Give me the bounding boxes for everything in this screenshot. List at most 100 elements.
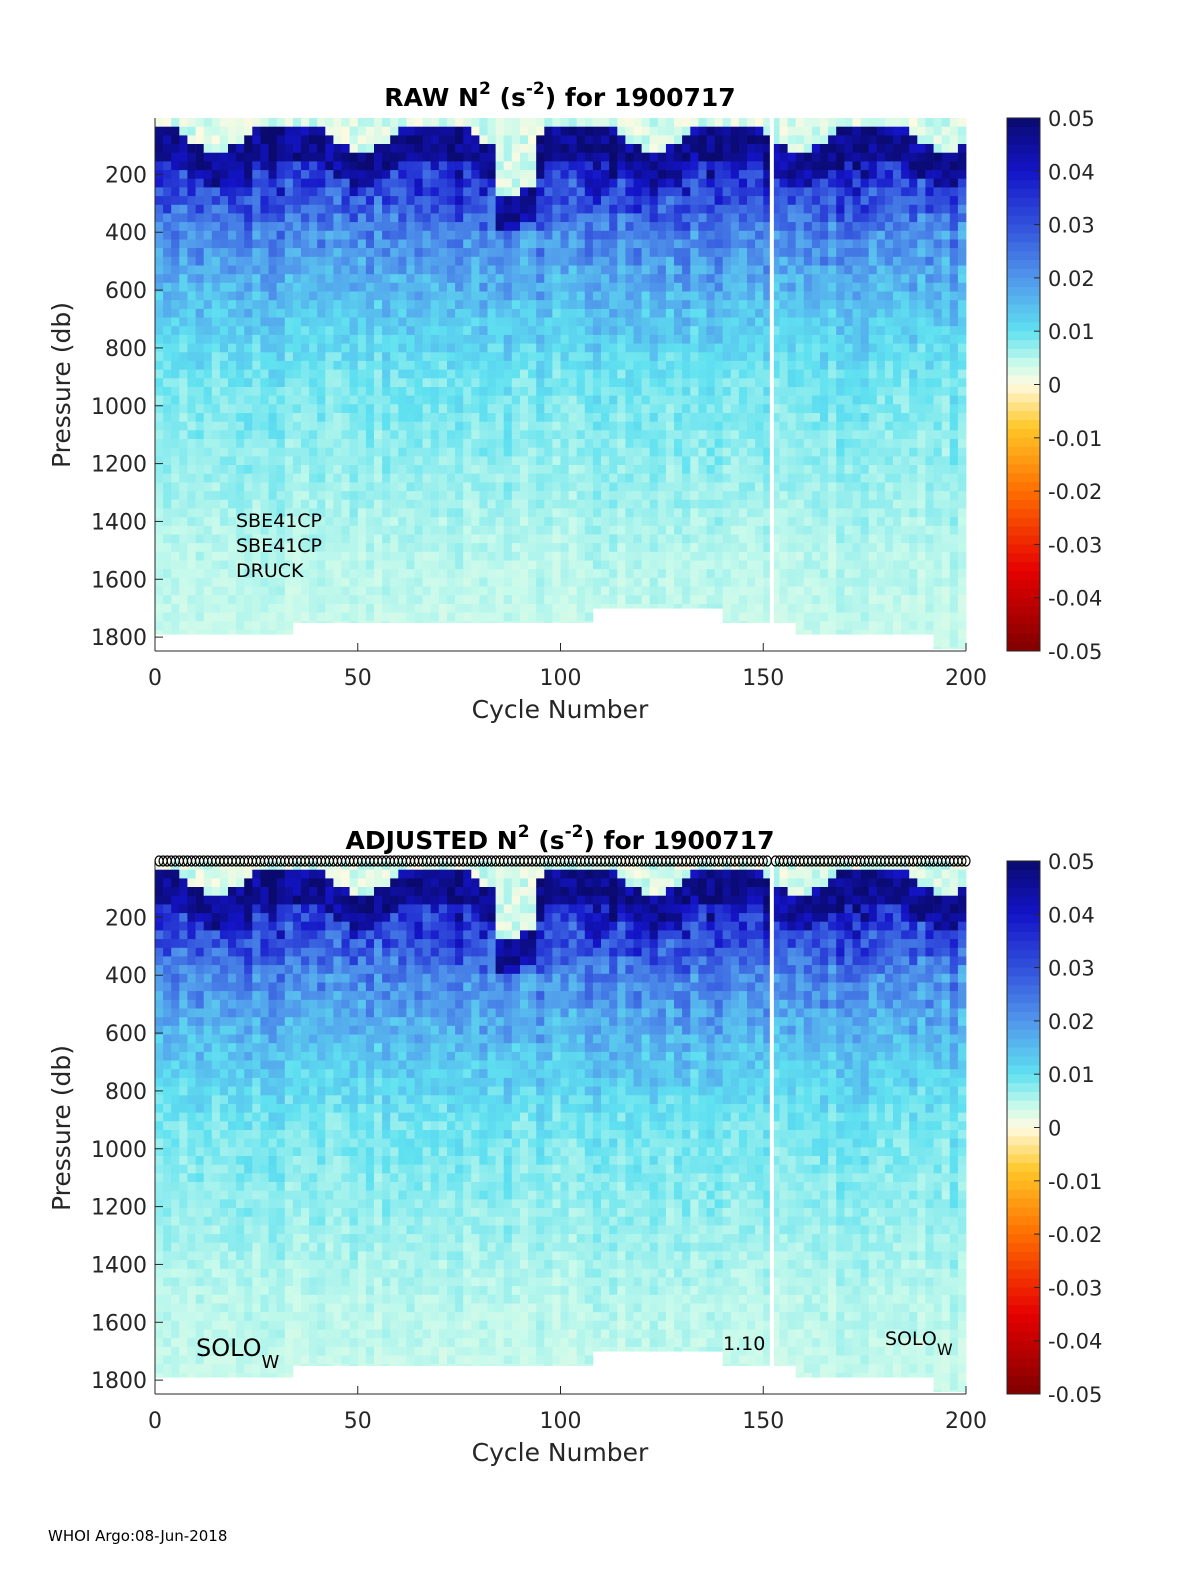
heatmap-cell <box>633 543 642 553</box>
heatmap-cell <box>179 161 188 171</box>
heatmap-cell <box>284 265 294 275</box>
heatmap-cell <box>730 499 740 509</box>
heatmap-cell <box>325 543 334 553</box>
heatmap-cell <box>479 161 488 171</box>
heatmap-cell <box>836 543 845 553</box>
heatmap-cell <box>714 525 724 535</box>
heatmap-cell <box>228 317 237 327</box>
heatmap-cell <box>803 473 813 483</box>
heatmap-cell <box>276 621 286 631</box>
heatmap-cell <box>187 413 196 423</box>
heatmap-cell <box>447 517 456 527</box>
heatmap-cell <box>617 196 626 206</box>
heatmap-cell <box>211 152 221 162</box>
heatmap-cell <box>155 369 164 379</box>
heatmap-cell <box>284 239 294 249</box>
heatmap-cell <box>552 413 561 423</box>
heatmap-cell <box>447 387 456 397</box>
heatmap-cell <box>471 352 480 362</box>
heatmap-cell <box>592 395 602 405</box>
heatmap-cell <box>828 499 837 509</box>
heatmap-cell <box>487 170 496 180</box>
heatmap-cell <box>236 352 245 362</box>
heatmap-cell <box>463 395 472 405</box>
heatmap-cell <box>544 352 553 362</box>
heatmap-cell <box>406 395 415 405</box>
heatmap-cell <box>771 239 780 249</box>
heatmap-cell <box>292 118 302 128</box>
heatmap-cell <box>390 430 399 440</box>
heatmap-cell <box>528 447 537 457</box>
heatmap-cell <box>738 178 748 188</box>
heatmap-cell <box>211 499 221 509</box>
heatmap-cell <box>203 126 213 136</box>
heatmap-cell <box>463 213 472 223</box>
heatmap-cell <box>811 126 821 136</box>
heatmap-cell <box>236 482 245 492</box>
heatmap-cell <box>528 118 537 128</box>
heatmap-cell <box>422 491 432 501</box>
heatmap-cell <box>779 135 788 145</box>
heatmap-cell <box>244 621 253 631</box>
heatmap-cell <box>560 439 569 449</box>
heatmap-cell <box>755 491 764 501</box>
heatmap-cell <box>179 334 188 344</box>
heatmap-cell <box>317 456 326 466</box>
heatmap-cell <box>317 569 326 579</box>
heatmap-cell <box>495 525 505 535</box>
heatmap-cell <box>795 395 805 405</box>
heatmap-cell <box>803 499 813 509</box>
heatmap-cell <box>236 248 245 258</box>
heatmap-cell <box>455 499 464 509</box>
heatmap-cell <box>284 196 294 206</box>
heatmap-cell <box>187 387 196 397</box>
heatmap-cell <box>706 517 715 527</box>
heatmap-cell <box>528 230 537 240</box>
heatmap-cell <box>560 118 569 128</box>
heatmap-cell <box>803 152 813 162</box>
heatmap-cell <box>357 603 367 613</box>
heatmap-cell <box>682 387 691 397</box>
heatmap-cell <box>665 447 675 457</box>
heatmap-cell <box>601 282 610 292</box>
heatmap-cell <box>438 317 448 327</box>
heatmap-cell <box>706 569 715 579</box>
heatmap-cell <box>698 118 707 128</box>
heatmap-cell <box>803 334 813 344</box>
heatmap-cell <box>828 439 837 449</box>
heatmap-cell <box>803 291 813 301</box>
heatmap-cell <box>211 551 221 561</box>
heatmap-cell <box>171 144 180 154</box>
heatmap-cell <box>430 213 440 223</box>
heatmap-cell <box>357 300 367 310</box>
heatmap-cell <box>390 525 399 535</box>
heatmap-cell <box>211 621 221 631</box>
heatmap-cell <box>155 274 164 284</box>
heatmap-cell <box>203 569 213 579</box>
heatmap-cell <box>544 612 553 622</box>
heatmap-cell <box>625 586 634 596</box>
heatmap-cell <box>836 256 845 266</box>
heatmap-cell <box>276 326 286 336</box>
heatmap-cell <box>398 291 407 301</box>
heatmap-cell <box>414 213 423 223</box>
heatmap-cell <box>690 300 699 310</box>
heatmap-cell <box>292 447 302 457</box>
heatmap-cell <box>722 282 732 292</box>
heatmap-cell <box>779 282 788 292</box>
heatmap-cell <box>398 152 407 162</box>
heatmap-cell <box>228 603 237 613</box>
heatmap-cell <box>714 118 724 128</box>
heatmap-cell <box>803 560 813 570</box>
heatmap-cell <box>333 291 342 301</box>
heatmap-cell <box>317 551 326 561</box>
heatmap-cell <box>698 265 707 275</box>
heatmap-cell <box>592 239 602 249</box>
heatmap-cell <box>803 517 813 527</box>
heatmap-cell <box>544 560 553 570</box>
heatmap-cell <box>244 126 253 136</box>
heatmap-cell <box>471 387 480 397</box>
heatmap-cell <box>714 291 724 301</box>
heatmap-cell <box>211 439 221 449</box>
heatmap-cell <box>390 187 399 197</box>
